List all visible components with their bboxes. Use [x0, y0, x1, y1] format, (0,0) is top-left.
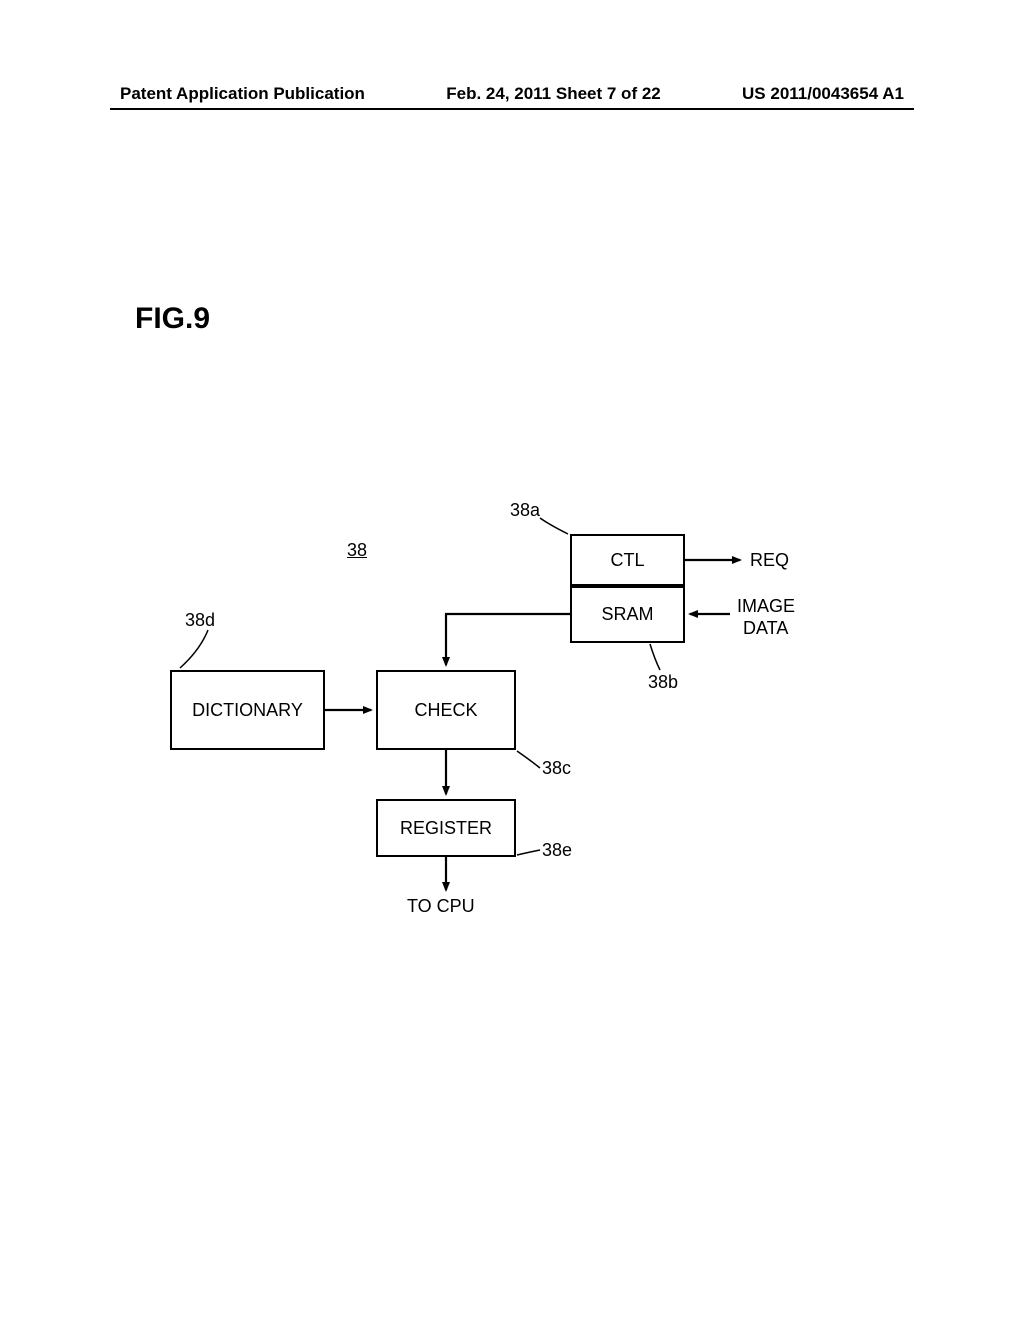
connectors: [170, 500, 890, 950]
header-rule: [110, 108, 914, 110]
figure-label: FIG.9: [135, 302, 210, 336]
page-header: Patent Application Publication Feb. 24, …: [120, 84, 904, 104]
header-left: Patent Application Publication: [120, 84, 365, 104]
header-center: Feb. 24, 2011 Sheet 7 of 22: [446, 84, 661, 104]
header-right: US 2011/0043654 A1: [742, 84, 904, 104]
block-diagram: CTL SRAM DICTIONARY CHECK REGISTER 38 38…: [170, 500, 890, 950]
